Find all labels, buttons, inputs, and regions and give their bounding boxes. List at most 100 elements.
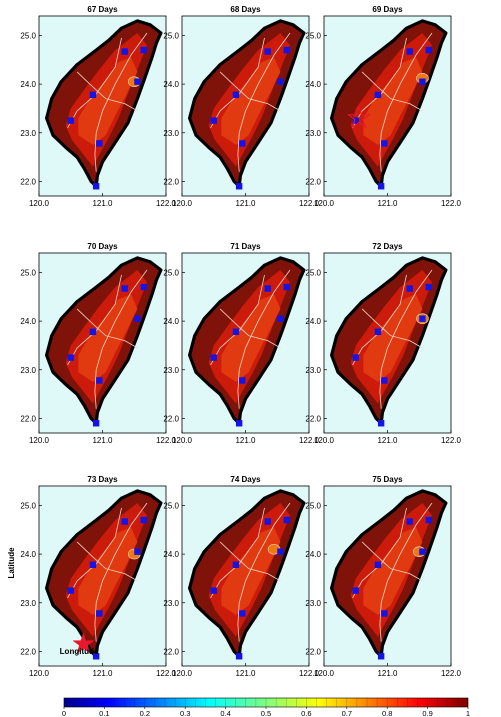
map-panel: 74 Days 120.0 121.0 122.0 22.0 23.0 24.0 25.0 (163, 475, 319, 678)
contour-line (219, 541, 281, 582)
contour-line (76, 541, 138, 582)
station-marker (425, 283, 432, 291)
y-tick-label: 25.0 (20, 31, 36, 40)
y-tick-label: 24.0 (20, 550, 36, 559)
station-marker (235, 183, 243, 190)
station-marker (377, 183, 385, 190)
y-axis-label: Latitude (7, 547, 16, 579)
contour-line (237, 502, 291, 642)
colorbar-tick-label: 0.9 (422, 709, 432, 717)
contour-line (361, 308, 423, 349)
x-tick-label: 121.0 (92, 199, 113, 208)
map-panel: 75 Days 120.0 121.0 122.0 22.0 23.0 24.0 25.0 (305, 475, 461, 678)
bright-red-zone (221, 294, 281, 382)
contour-line (94, 269, 148, 409)
station-marker (283, 516, 290, 524)
panel-title: 67 Days (87, 5, 118, 14)
station-marker (96, 610, 103, 617)
station-marker (425, 46, 432, 54)
station-marker (235, 653, 243, 660)
y-tick-label: 22.0 (305, 177, 321, 186)
station-marker (419, 315, 426, 322)
y-tick-label: 22.0 (20, 647, 36, 656)
station-marker (374, 561, 382, 569)
contour-line (379, 269, 433, 409)
colorbar-tick-label: 1 (466, 709, 470, 717)
bright-red-zone (363, 527, 423, 615)
y-tick-label: 23.0 (305, 599, 321, 608)
y-tick-label: 22.0 (305, 647, 321, 656)
station-marker (283, 46, 290, 54)
station-marker (264, 518, 271, 525)
x-tick-label: 120.0 (29, 199, 50, 208)
bright-red-zone (221, 57, 281, 145)
y-tick-label: 22.0 (20, 177, 36, 186)
y-tick-label: 25.0 (163, 31, 179, 40)
x-tick-label: 120.0 (172, 436, 193, 445)
y-tick-label: 24.0 (305, 550, 321, 559)
panel-title: 68 Days (230, 5, 261, 14)
x-tick-label: 120.0 (172, 669, 193, 678)
contour-line (67, 274, 122, 366)
y-tick-label: 25.0 (305, 268, 321, 277)
x-tick-label: 120.0 (314, 669, 335, 678)
station-marker (92, 420, 100, 427)
y-tick-label: 22.0 (163, 647, 179, 656)
x-tick-label: 121.0 (377, 199, 398, 208)
contour-line (94, 502, 148, 642)
station-marker (121, 518, 128, 525)
contour-line (361, 71, 423, 112)
station-marker (89, 561, 97, 569)
y-tick-label: 24.0 (305, 317, 321, 326)
x-tick-label: 122.0 (299, 436, 320, 445)
map-panel: 70 Days 120.0 121.0 122.0 22.0 23.0 24.0 25.0 (20, 242, 176, 445)
epicenter-star-icon (346, 105, 372, 129)
contour-line (219, 71, 281, 112)
station-marker (140, 46, 147, 54)
contour-line (210, 274, 265, 366)
x-tick-label: 120.0 (29, 436, 50, 445)
bright-red-zone (78, 57, 138, 145)
colorbar-tick-label: 0.7 (342, 709, 352, 717)
station-marker (277, 548, 284, 555)
contour-line (352, 37, 407, 129)
station-marker (381, 140, 388, 147)
x-tick-label: 121.0 (235, 199, 256, 208)
bright-red-zone (363, 57, 423, 145)
y-tick-label: 24.0 (20, 317, 36, 326)
x-tick-label: 122.0 (156, 199, 177, 208)
station-marker (239, 140, 246, 147)
station-marker (67, 354, 74, 361)
colorbar-tick-label: 0.8 (382, 709, 392, 717)
panel-title: 73 Days (87, 475, 118, 484)
y-tick-label: 25.0 (163, 501, 179, 510)
contour-line (361, 541, 423, 582)
station-marker (381, 610, 388, 617)
contour-line (94, 32, 148, 172)
x-tick-label: 122.0 (299, 199, 320, 208)
y-tick-label: 24.0 (305, 80, 321, 89)
y-tick-label: 25.0 (20, 501, 36, 510)
x-tick-label: 122.0 (441, 199, 462, 208)
colorbar-tick-label: 0.5 (261, 709, 271, 717)
station-marker (406, 518, 413, 525)
station-marker (67, 117, 74, 124)
y-tick-label: 22.0 (163, 414, 179, 423)
map-panel: 72 Days 120.0 121.0 122.0 22.0 23.0 24.0 25.0 (305, 242, 461, 445)
station-marker (264, 285, 271, 292)
panel-title: 74 Days (230, 475, 261, 484)
bright-red-zone (363, 294, 423, 382)
station-marker (232, 328, 240, 336)
station-marker (277, 315, 284, 322)
station-marker (92, 183, 100, 190)
bright-red-zone (78, 294, 138, 382)
station-marker (134, 548, 141, 555)
station-marker (140, 516, 147, 524)
station-marker (381, 377, 388, 384)
y-tick-label: 25.0 (163, 268, 179, 277)
contour-line (219, 308, 281, 349)
station-marker (406, 48, 413, 55)
map-panel: 69 Days 120.0 121.0 122.0 22.0 23.0 24.0 25.0 (305, 5, 461, 208)
bright-red-zone (221, 527, 281, 615)
